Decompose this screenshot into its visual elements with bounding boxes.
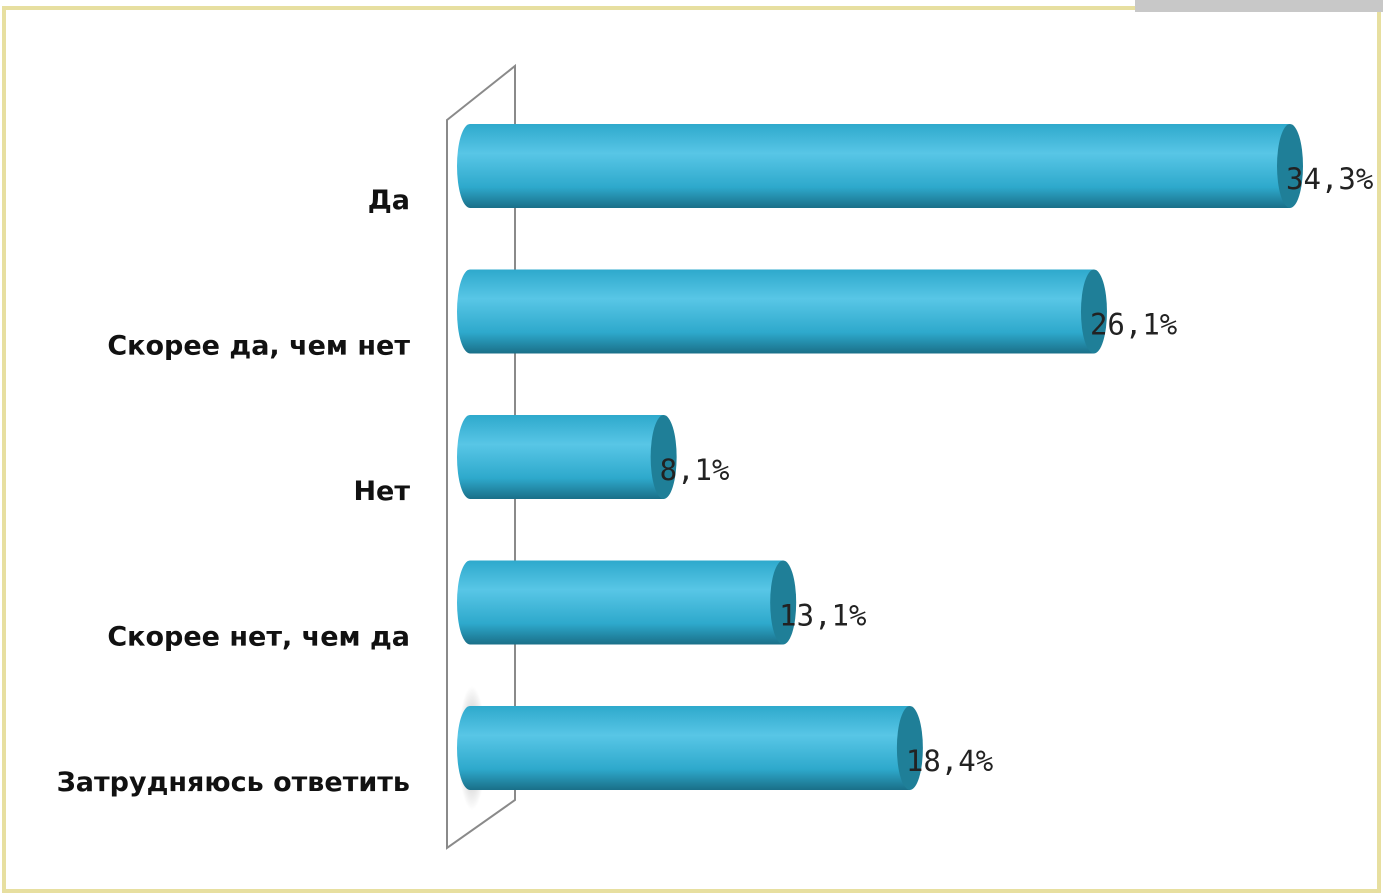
- category-label-5: Затрудняюсь ответить: [57, 767, 410, 798]
- category-label-3: Нет: [353, 476, 410, 507]
- bar-end-cap: [896, 706, 923, 790]
- category-label-4: Скорее нет, чем да: [107, 622, 410, 653]
- bar-body: [470, 706, 910, 790]
- bar-4: [457, 560, 797, 645]
- value-label-3: 8,1%: [660, 453, 730, 487]
- slide-corner-tab: [1135, 0, 1383, 12]
- bar-5: [457, 706, 923, 790]
- bar-3: [457, 415, 677, 499]
- bar-body: [470, 124, 1290, 208]
- labels-group: Да 34,3% Скорее да, чем нет 26,1% Нет 8,1% Ско…: [57, 162, 1374, 798]
- bars-group: [457, 124, 1303, 810]
- bar-body: [470, 269, 1094, 354]
- value-label-4: 13,1%: [779, 599, 866, 633]
- category-label-1: Да: [368, 185, 410, 216]
- category-label-2: Скорее да, чем нет: [107, 331, 410, 362]
- bar-2: [457, 269, 1107, 354]
- bar-end-cap: [770, 560, 797, 645]
- bar-body: [470, 415, 664, 499]
- value-label-2: 26,1%: [1090, 308, 1177, 342]
- value-label-1: 34,3%: [1286, 162, 1373, 196]
- bar-1: [457, 124, 1303, 208]
- slide-border: [2, 6, 1381, 893]
- bar-end-cap: [650, 415, 677, 499]
- bar-end-cap: [1277, 124, 1303, 208]
- bar-body: [470, 560, 784, 645]
- value-label-5: 18,4%: [906, 744, 993, 778]
- bar-end-cap: [1080, 269, 1107, 354]
